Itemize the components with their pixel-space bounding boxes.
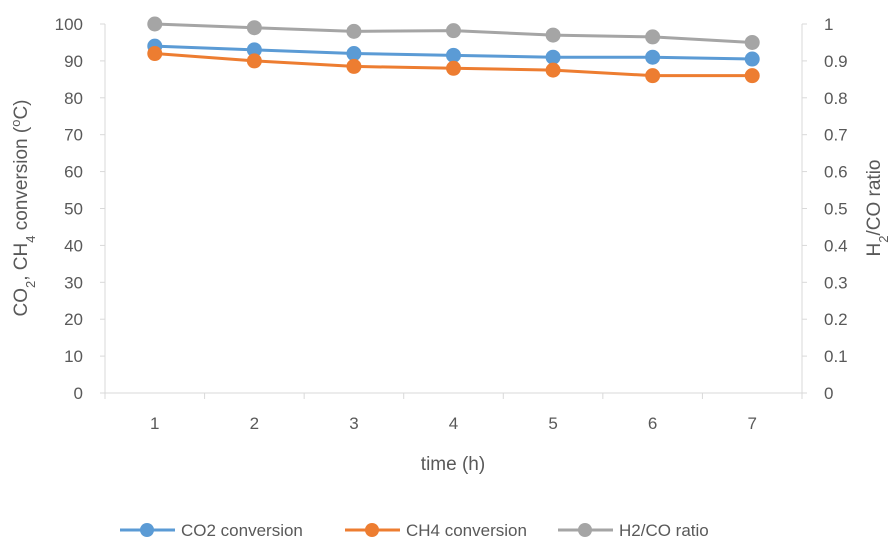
y-left-tick-label: 20 xyxy=(64,310,83,329)
y-right-tick-label: 0.9 xyxy=(824,52,848,71)
data-point xyxy=(147,16,163,32)
legend-swatch-marker xyxy=(365,523,379,537)
legend-label: H2/CO ratio xyxy=(619,521,709,540)
data-point xyxy=(346,58,362,74)
x-tick-label: 2 xyxy=(250,414,259,433)
y-left-tick-label: 70 xyxy=(64,126,83,145)
y-right-tick-label: 0.2 xyxy=(824,310,848,329)
data-point xyxy=(545,62,561,78)
y-axis-left-title: CO2, CH4 conversion (oC) xyxy=(8,99,38,316)
y-right-tick-label: 0.3 xyxy=(824,273,848,292)
data-point xyxy=(246,53,262,69)
series-co2-conversion xyxy=(147,38,760,67)
x-tick-label: 1 xyxy=(150,414,159,433)
y-left-tick-label: 60 xyxy=(64,163,83,182)
left-axis: 0 10 20 30 40 50 60 70 80 90 100 xyxy=(55,15,105,403)
data-point xyxy=(446,47,461,63)
data-point xyxy=(346,46,362,62)
legend-swatch-marker xyxy=(140,523,154,537)
series-h2-co-ratio xyxy=(147,16,760,50)
data-point xyxy=(446,60,461,76)
y-right-tick-label: 0.1 xyxy=(824,347,848,366)
data-point xyxy=(147,46,163,62)
y-left-tick-label: 90 xyxy=(64,52,83,71)
legend-item-h2-co-ratio: H2/CO ratio xyxy=(558,521,709,540)
x-tick-label: 7 xyxy=(747,414,756,433)
x-axis: 1 2 3 4 5 6 7 xyxy=(104,393,803,433)
y-left-tick-label: 10 xyxy=(64,347,83,366)
legend-item-co2-conversion: CO2 conversion xyxy=(120,521,303,540)
data-point xyxy=(645,49,661,65)
y-right-tick-label: 0.4 xyxy=(824,236,848,255)
data-point xyxy=(346,23,362,39)
x-tick-label: 6 xyxy=(648,414,657,433)
x-tick-label: 4 xyxy=(449,414,458,433)
data-point xyxy=(744,51,760,67)
y-right-tick-label: 0.8 xyxy=(824,89,848,108)
series-layer xyxy=(147,16,760,84)
legend-label: CH4 conversion xyxy=(406,521,527,540)
y-right-tick-label: 0.6 xyxy=(824,163,848,182)
y-left-tick-label: 100 xyxy=(55,15,83,34)
y-left-tick-label: 40 xyxy=(64,236,83,255)
legend-item-ch4-conversion: CH4 conversion xyxy=(345,521,527,540)
data-point xyxy=(744,68,760,84)
y-left-tick-label: 0 xyxy=(74,384,83,403)
series-ch4-conversion xyxy=(147,46,760,84)
y-right-tick-label: 0.5 xyxy=(824,200,848,219)
y-right-tick-label: 0.7 xyxy=(824,126,848,145)
data-point xyxy=(645,68,661,84)
y-left-tick-label: 50 xyxy=(64,200,83,219)
right-axis: 0 0.1 0.2 0.3 0.4 0.5 0.6 0.7 0.8 0.9 1 xyxy=(802,15,848,403)
y-right-tick-label: 1 xyxy=(824,15,833,34)
data-point xyxy=(744,34,760,50)
y-left-tick-label: 80 xyxy=(64,89,83,108)
data-point xyxy=(645,29,661,45)
x-tick-label: 3 xyxy=(349,414,358,433)
data-point xyxy=(545,27,561,43)
legend: CO2 conversion CH4 conversion H2/CO ratio xyxy=(120,521,709,540)
y-axis-right-title: H2/CO ratio xyxy=(864,160,890,257)
data-point xyxy=(246,20,262,36)
data-point xyxy=(446,23,461,39)
legend-label: CO2 conversion xyxy=(181,521,303,540)
data-point xyxy=(545,49,561,65)
plot-frame xyxy=(104,24,803,394)
x-axis-title: time (h) xyxy=(421,454,485,475)
x-tick-label: 5 xyxy=(548,414,557,433)
y-right-tick-label: 0 xyxy=(824,384,833,403)
legend-swatch-marker xyxy=(578,523,592,537)
y-left-tick-label: 30 xyxy=(64,273,83,292)
